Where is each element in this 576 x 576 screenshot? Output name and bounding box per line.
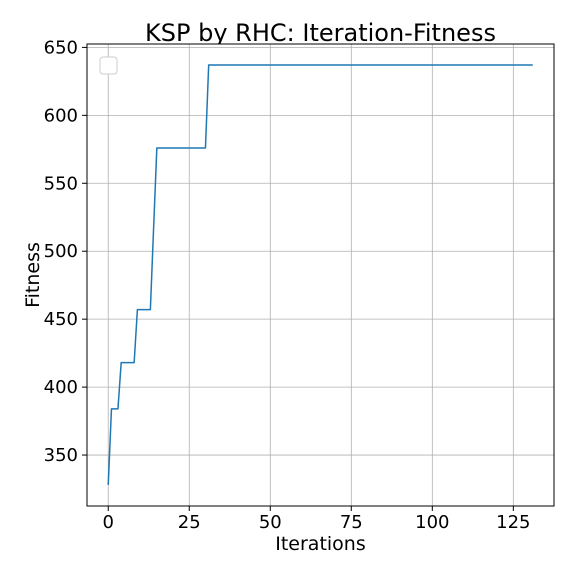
y-tick-label: 350 xyxy=(44,445,78,466)
y-tick-label: 500 xyxy=(44,241,78,262)
y-tick-label: 650 xyxy=(44,37,78,58)
x-tick-label: 75 xyxy=(340,512,363,533)
x-tick-label: 25 xyxy=(178,512,201,533)
x-tick-label: 125 xyxy=(496,512,530,533)
legend-box xyxy=(99,56,118,75)
grid-lines xyxy=(87,44,554,506)
x-tick-label: 0 xyxy=(103,512,114,533)
plot-area xyxy=(86,43,555,507)
series-layer xyxy=(107,64,533,485)
y-tick-label: 550 xyxy=(44,173,78,194)
plot-frame xyxy=(86,43,555,507)
x-tick-label: 100 xyxy=(415,512,449,533)
plot-background xyxy=(87,44,554,506)
y-axis-ticks: 350 400 450 500 550 600 650 xyxy=(44,37,87,466)
series-line xyxy=(107,64,533,485)
x-tick-label: 50 xyxy=(259,512,282,533)
y-tick-label: 400 xyxy=(44,377,78,398)
y-axis-label: Fitness xyxy=(22,242,44,308)
chart-title: KSP by RHC: Iteration-Fitness xyxy=(145,19,496,47)
y-tick-label: 450 xyxy=(44,309,78,330)
x-axis-label: Iterations xyxy=(275,533,366,555)
x-axis-ticks: 0 25 50 75 100 125 xyxy=(103,506,531,533)
y-tick-label: 600 xyxy=(44,105,78,126)
